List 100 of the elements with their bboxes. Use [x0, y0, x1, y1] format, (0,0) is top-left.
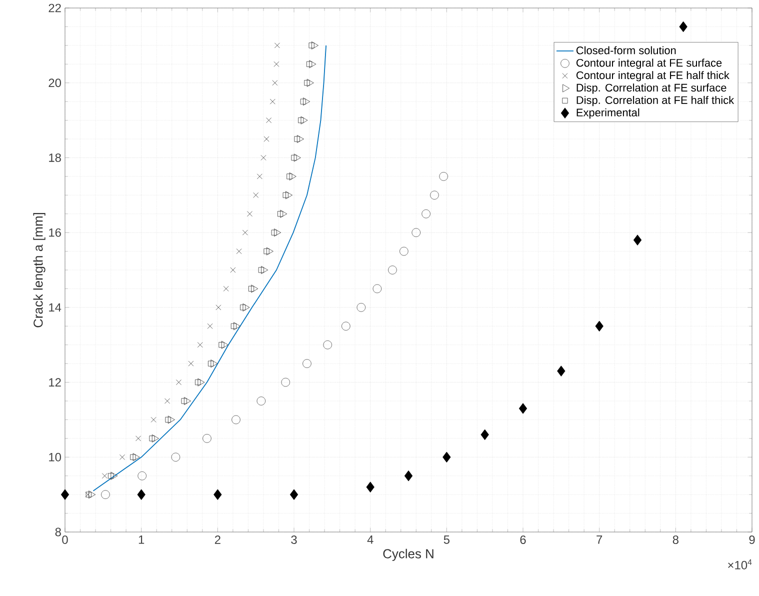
point — [195, 379, 201, 386]
point — [304, 80, 310, 86]
point — [274, 228, 282, 237]
point — [184, 397, 191, 405]
point — [309, 60, 316, 68]
point — [372, 284, 382, 294]
point — [60, 489, 70, 500]
legend-label: Disp. Correlation at FE half thick — [576, 96, 734, 106]
point — [171, 452, 180, 462]
point — [404, 470, 413, 482]
point — [218, 342, 224, 348]
point — [242, 303, 250, 312]
y-tick-label: 12 — [49, 378, 61, 386]
point — [323, 340, 332, 350]
point — [366, 482, 374, 492]
point — [271, 230, 277, 236]
point — [412, 228, 421, 237]
point — [308, 42, 314, 48]
point — [261, 266, 268, 274]
point — [281, 378, 290, 387]
point — [518, 403, 528, 414]
point — [302, 359, 312, 368]
point — [101, 490, 110, 499]
x-tick-label: 4 — [367, 536, 374, 544]
point — [234, 322, 241, 330]
point — [181, 398, 187, 404]
point — [230, 323, 236, 329]
y-tick-label: 10 — [49, 452, 62, 462]
x-tick-label: 3 — [291, 536, 297, 544]
point — [439, 172, 448, 181]
point — [198, 378, 205, 386]
point — [286, 191, 292, 200]
legend-label: Contour integral at FE half thick — [576, 71, 730, 82]
point — [256, 396, 266, 406]
point — [633, 234, 642, 246]
point — [422, 209, 430, 218]
legend-label: Contour integral at FE surface — [576, 58, 722, 69]
point — [221, 340, 228, 349]
point — [290, 489, 298, 500]
point — [132, 453, 140, 462]
y-tick-label: 8 — [55, 528, 61, 536]
point — [294, 136, 300, 142]
point — [168, 416, 175, 424]
x-tick-label: 6 — [520, 536, 526, 544]
y-tick-label: 22 — [48, 4, 61, 12]
point — [210, 360, 218, 368]
point — [306, 78, 314, 87]
point — [286, 174, 292, 180]
point — [480, 429, 489, 440]
x-tick-label: 9 — [749, 536, 755, 544]
x-tick-label: 8 — [672, 536, 678, 544]
x-tick-label: 7 — [596, 536, 602, 544]
point — [232, 415, 240, 424]
point — [595, 320, 604, 332]
point — [289, 172, 296, 180]
point — [137, 489, 146, 500]
x-tick-label: 0 — [62, 536, 68, 544]
point — [248, 286, 254, 292]
legend-label: Closed-form solution — [576, 46, 676, 54]
point — [280, 210, 288, 218]
point — [342, 322, 350, 331]
point — [388, 266, 397, 274]
point — [266, 247, 274, 256]
point — [430, 190, 439, 200]
point — [240, 304, 246, 310]
point — [311, 41, 318, 50]
point — [88, 490, 96, 499]
text: ×10$^{4}$ — [728, 559, 752, 570]
line-series — [92, 44, 327, 492]
point — [130, 454, 136, 460]
x-tick-label: 5 — [444, 536, 450, 544]
y-tick-label: 16 — [49, 228, 61, 237]
point — [298, 117, 304, 124]
point — [208, 360, 214, 366]
point — [214, 489, 222, 500]
point — [152, 434, 159, 442]
point — [300, 116, 308, 124]
point — [400, 246, 408, 256]
point — [306, 61, 312, 67]
point — [442, 452, 451, 463]
y-tick-label: 14 — [49, 303, 62, 312]
point — [202, 434, 212, 443]
point — [282, 192, 288, 198]
legend-label: Disp. Correlation at FE surface — [576, 84, 726, 94]
point — [679, 21, 688, 32]
y-tick-label: 18 — [49, 153, 61, 162]
point — [264, 248, 270, 254]
y-tick-label: 20 — [48, 78, 62, 88]
x-axis-title: Cycles N — [383, 548, 434, 561]
point — [300, 98, 306, 104]
point — [165, 416, 171, 423]
point — [138, 471, 146, 480]
point — [251, 284, 258, 293]
point — [557, 366, 566, 376]
x-tick-label: 1 — [138, 536, 144, 544]
point — [149, 436, 155, 442]
y-axis-title: Crack length a [mm] — [33, 213, 46, 328]
point — [303, 98, 310, 106]
legend-label: Experimental — [576, 108, 640, 119]
point — [277, 211, 284, 217]
